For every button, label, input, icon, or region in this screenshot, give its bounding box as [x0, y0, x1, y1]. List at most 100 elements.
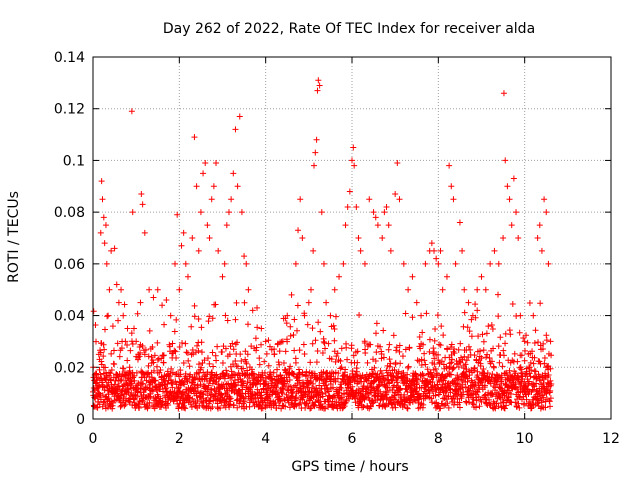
data-point: [307, 286, 314, 293]
data-point: [307, 359, 314, 366]
data-point: [446, 162, 453, 169]
data-point: [322, 405, 329, 412]
data-point: [266, 343, 273, 350]
data-point: [495, 260, 502, 267]
data-point: [311, 370, 318, 377]
data-point: [331, 337, 338, 344]
data-point: [452, 260, 459, 267]
data-point: [509, 300, 516, 307]
data-point: [300, 341, 307, 348]
data-point: [108, 366, 115, 373]
data-point: [418, 384, 425, 391]
data-point: [504, 183, 511, 190]
data-point: [198, 349, 205, 356]
data-point: [174, 211, 181, 218]
data-point: [478, 398, 485, 405]
data-point: [337, 357, 344, 364]
data-point: [503, 402, 510, 409]
data-point: [305, 389, 312, 396]
data-point: [462, 398, 469, 405]
data-point: [372, 214, 379, 221]
data-point: [273, 384, 280, 391]
data-point: [121, 402, 128, 409]
data-point: [191, 385, 198, 392]
data-point: [206, 360, 213, 367]
data-point: [296, 401, 303, 408]
data-point: [139, 201, 146, 208]
data-point: [124, 325, 131, 332]
data-point: [402, 310, 409, 317]
data-point: [336, 273, 343, 280]
data-point: [445, 404, 452, 411]
data-point: [350, 144, 357, 151]
data-point: [433, 255, 440, 262]
data-point: [181, 381, 188, 388]
data-point: [109, 323, 116, 330]
data-point: [181, 404, 188, 411]
data-point: [100, 214, 107, 221]
data-point: [526, 370, 533, 377]
data-point: [233, 299, 240, 306]
data-point: [367, 403, 374, 410]
data-point: [169, 379, 176, 386]
data-point: [520, 334, 527, 341]
data-point: [272, 399, 279, 406]
data-point: [393, 347, 400, 354]
data-point: [159, 302, 166, 309]
data-point: [309, 340, 316, 347]
data-point: [337, 365, 344, 372]
data-point: [313, 136, 320, 143]
data-point: [471, 365, 478, 372]
data-point: [109, 402, 116, 409]
data-point: [422, 260, 429, 267]
data-point: [171, 347, 178, 354]
data-point: [238, 209, 245, 216]
data-point: [115, 317, 122, 324]
data-point: [182, 405, 189, 412]
data-point: [191, 313, 198, 320]
data-point: [283, 320, 290, 327]
data-point: [160, 352, 167, 359]
data-point: [515, 235, 522, 241]
data-point: [463, 357, 470, 364]
data-point: [483, 330, 490, 337]
data-point: [179, 340, 186, 347]
data-point: [166, 373, 173, 380]
data-point: [521, 357, 528, 364]
data-point: [328, 356, 335, 363]
data-point: [539, 345, 546, 352]
data-point: [180, 379, 187, 386]
data-point: [96, 366, 103, 373]
data-point: [472, 301, 479, 308]
data-point: [364, 390, 370, 397]
data-point: [443, 273, 450, 280]
data-point: [327, 312, 334, 319]
data-point: [502, 157, 509, 164]
data-point: [292, 394, 299, 401]
data-point: [215, 247, 222, 254]
data-point: [137, 349, 144, 356]
data-point: [265, 362, 272, 369]
data-point: [344, 356, 351, 363]
data-point: [413, 299, 420, 306]
data-point: [240, 380, 247, 387]
data-point: [209, 403, 216, 410]
data-point: [488, 321, 495, 328]
data-point: [129, 340, 136, 347]
data-point: [386, 341, 393, 348]
data-point: [430, 345, 437, 352]
data-point: [510, 175, 517, 182]
data-point: [343, 344, 350, 351]
data-point: [195, 361, 202, 368]
data-point: [293, 402, 300, 409]
data-point: [187, 371, 194, 378]
data-point: [435, 351, 442, 358]
data-point: [256, 361, 263, 368]
data-point: [537, 300, 544, 307]
data-point: [448, 341, 455, 348]
data-point: [323, 382, 330, 389]
data-point: [526, 364, 533, 371]
data-point: [136, 404, 143, 411]
data-point: [389, 377, 396, 384]
data-point: [448, 356, 455, 363]
